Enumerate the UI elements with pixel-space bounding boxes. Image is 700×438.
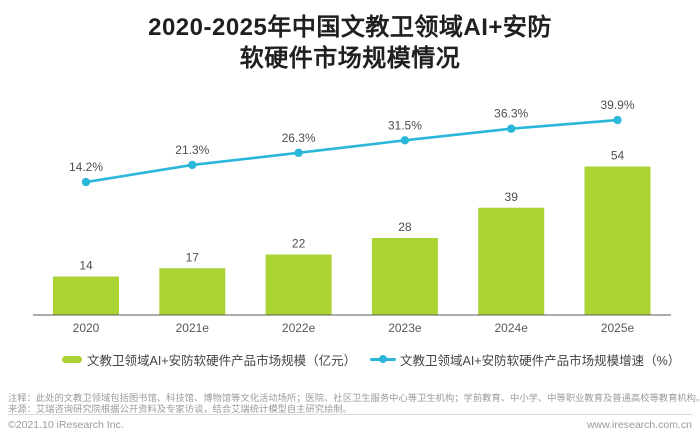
line-series-marker-icon <box>370 355 396 364</box>
bar-2021e <box>159 268 226 315</box>
legend-item-market-size: 文教卫领域AI+安防软硬件产品市场规模（亿元） <box>62 350 356 368</box>
copyright-text: ©2021.10 iResearch Inc. <box>8 419 124 431</box>
x-axis-label-2020: 2020 <box>73 321 100 335</box>
bar-2022e <box>265 254 332 315</box>
marker-dot <box>379 355 387 363</box>
growth-line <box>84 118 619 184</box>
bar-value-label: 28 <box>398 220 412 234</box>
source-line: 来源：艾瑞咨询研究院根据公开资料及专家访谈，结合艾瑞统计模型自主研究绘制。 <box>8 403 352 414</box>
bar-value-label: 39 <box>505 190 519 204</box>
note-line: 注释：此处的文教卫领域包括图书馆、科技馆、博物馆等文化活动场所；医院、社区卫生服… <box>8 393 700 403</box>
bar-2024e <box>478 207 545 315</box>
bar-series-swatch-icon <box>62 355 82 363</box>
footer: ©2021.10 iResearch Inc. www.iresearch.co… <box>8 419 692 431</box>
x-axis-label-2023e: 2023e <box>388 321 422 335</box>
growth-point-2023e <box>400 136 410 145</box>
bar-value-label: 54 <box>611 149 625 163</box>
title-line-2: 软硬件市场规模情况 <box>239 45 461 72</box>
bar-value-label: 22 <box>292 237 306 251</box>
footer-divider <box>8 414 692 415</box>
growth-point-2021e <box>188 160 197 170</box>
footnotes: 注释：此处的文教卫领域包括图书馆、科技馆、博物馆等文化活动场所；医院、社区卫生服… <box>8 393 700 415</box>
growth-value-label: 36.3% <box>494 107 528 121</box>
bar-2025e <box>584 166 651 315</box>
bar-2020 <box>53 276 119 315</box>
growth-value-label: 21.3% <box>175 143 209 157</box>
growth-value-label: 26.3% <box>282 131 316 145</box>
chart-legend: 文教卫领域AI+安防软硬件产品市场规模（亿元） 文教卫领域AI+安防软硬件产品市… <box>0 350 700 370</box>
growth-point-2024e <box>507 124 516 133</box>
legend-label-market-size: 文教卫领域AI+安防软硬件产品市场规模（亿元） <box>87 353 357 368</box>
website-text: www.iresearch.com.cn <box>586 419 692 431</box>
bar-value-label: 14 <box>79 259 93 273</box>
legend-item-growth-rate: 文教卫领域AI+安防软硬件产品市场规模增速（%） <box>370 350 680 368</box>
title-line-1: 2020-2025年中国文教卫领域AI+安防 <box>148 14 552 41</box>
x-axis-label-2022e: 2022e <box>282 321 316 335</box>
x-axis-label-2025e: 2025e <box>601 321 635 335</box>
combo-chart: 14 17 22 28 39 54 2020 2021e 2022e 2023e 2024e 2025… <box>33 98 671 335</box>
growth-point-2025e <box>613 115 622 125</box>
page-title: 2020-2025年中国文教卫领域AI+安防 软硬件市场规模情况 <box>0 12 700 74</box>
growth-point-2022e <box>294 148 303 158</box>
growth-value-label: 31.5% <box>388 118 422 132</box>
x-axis-label-2024e: 2024e <box>495 321 529 335</box>
x-axis-label-2021e: 2021e <box>176 321 210 335</box>
growth-point-2020 <box>81 177 91 187</box>
bar-2023e <box>371 238 438 315</box>
growth-value-label: 39.9% <box>600 98 634 112</box>
growth-value-label: 14.2% <box>69 160 103 174</box>
legend-label-growth-rate: 文教卫领域AI+安防软硬件产品市场规模增速（%） <box>400 353 681 368</box>
bar-value-label: 17 <box>186 250 200 264</box>
